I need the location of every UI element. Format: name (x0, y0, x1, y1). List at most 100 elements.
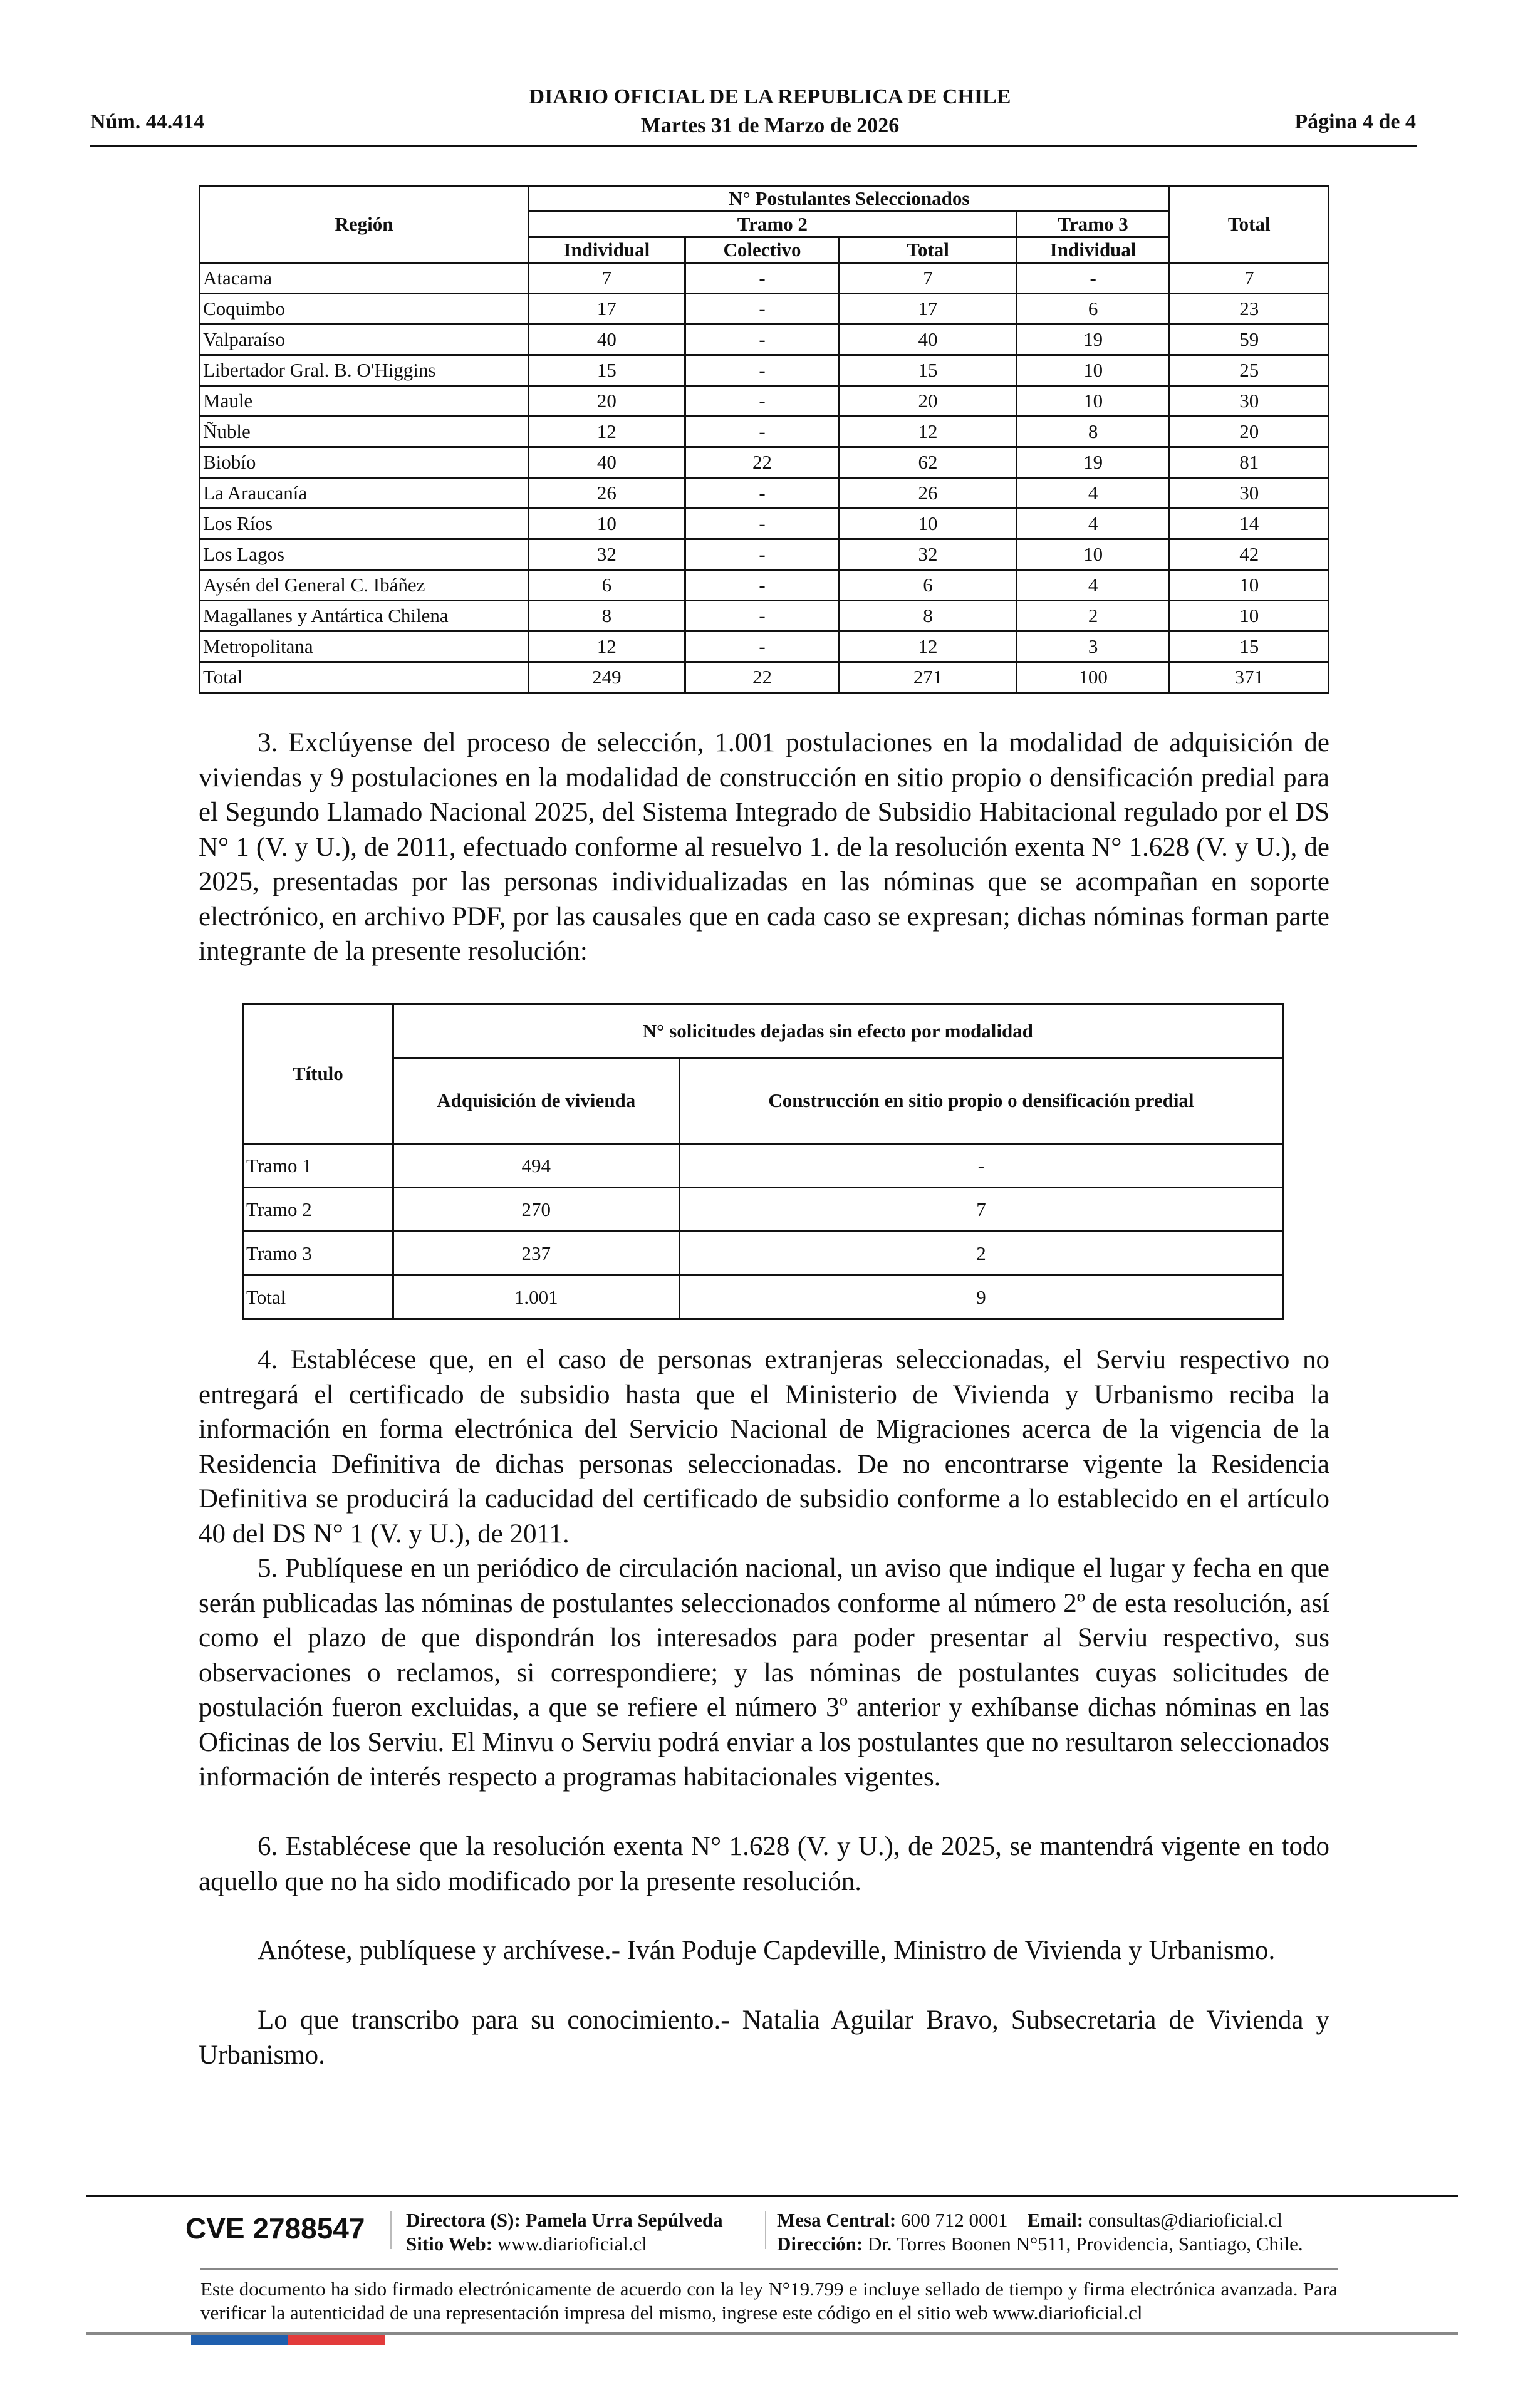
table-row: Aysén del General C. Ibáñez 6-6 4 10 (199, 569, 1329, 601)
cell-value: 12 (527, 630, 686, 663)
row-label: Atacama (199, 262, 529, 294)
director-name: Pamela Urra Sepúlveda (525, 2209, 723, 2231)
cell-value: 40 (838, 323, 1017, 356)
cell-value: 81 (1168, 446, 1329, 479)
cell-value: 15 (1168, 630, 1329, 663)
cell-value: 4 (1015, 477, 1171, 509)
cell-value: 30 (1168, 477, 1329, 509)
cell-value: - (678, 1143, 1284, 1188)
cell-value: 10 (527, 507, 686, 540)
footer-director-block: Directora (S): Pamela Urra Sepúlveda Sit… (406, 2208, 723, 2256)
cell-value: 20 (838, 385, 1017, 417)
cell-value: 22 (684, 446, 841, 479)
cell-value: 6 (527, 569, 686, 601)
row-label: Tramo 2 (242, 1187, 394, 1232)
table-row: Atacama 7-7-7 (199, 262, 1329, 294)
cell-value: 2 (678, 1230, 1284, 1276)
cell-value: 7 (527, 262, 686, 294)
cell-value: - (684, 323, 841, 356)
header-tramo2: Tramo 2 (527, 210, 1017, 238)
cell-value: - (684, 507, 841, 540)
footer-gray-rule (200, 2268, 1338, 2270)
cell-value: - (684, 293, 841, 325)
cell-value: 12 (527, 415, 686, 448)
cell-value: 10 (1015, 538, 1171, 571)
table-row: La Araucanía 26-26 4 30 (199, 477, 1329, 509)
signoff-minister: Anótese, publíquese y archívese.- Iván P… (258, 1936, 1276, 1965)
table-row: Metropolitana 12-12 3 15 (199, 630, 1329, 663)
table-row: Coquimbo 17-17 6 23 (199, 293, 1329, 325)
cell-value: 30 (1168, 385, 1329, 417)
footer-rule (86, 2195, 1458, 2197)
cell-value: 249 (527, 661, 686, 694)
table-row: Valparaíso 40-40 19 59 (199, 323, 1329, 356)
cell-value: 10 (838, 507, 1017, 540)
website-link[interactable]: www.diarioficial.cl (497, 2233, 647, 2255)
cell-value: 100 (1015, 661, 1171, 694)
table-row: Tramo 1 494- (242, 1143, 1284, 1188)
publication-title: DIARIO OFICIAL DE LA REPUBLICA DE CHILE (529, 85, 1011, 108)
row-label: Los Ríos (199, 507, 529, 540)
cell-value: 23 (1168, 293, 1329, 325)
signature-notice: Este documento ha sido firmado electróni… (200, 2278, 1338, 2324)
header-individual: Individual (527, 236, 686, 264)
table-row: Maule 20-20 10 30 (199, 385, 1329, 417)
address: Dr. Torres Boonen N°511, Providencia, Sa… (867, 2233, 1303, 2255)
email-link[interactable]: consultas@diarioficial.cl (1088, 2209, 1282, 2231)
paragraph-5: 5. Publíquese en un periódico de circula… (199, 1554, 1329, 1792)
director-label: Directora (S): (406, 2209, 521, 2231)
header-construccion: Construcción en sitio propio o densifica… (678, 1057, 1284, 1145)
cell-value: 15 (838, 354, 1017, 387)
header-group: N° Postulantes Seleccionados (527, 185, 1171, 212)
bottom-rule (86, 2332, 1458, 2335)
cell-value: - (684, 415, 841, 448)
cell-value: 20 (1168, 415, 1329, 448)
row-label: Biobío (199, 446, 529, 479)
cell-value: 40 (527, 323, 686, 356)
publication-date: Martes 31 de Marzo de 2026 (640, 114, 900, 137)
cell-value: 4 (1015, 569, 1171, 601)
row-label: Aysén del General C. Ibáñez (199, 569, 529, 601)
cell-value: 7 (1168, 262, 1329, 294)
issue-number: Núm. 44.414 (90, 110, 205, 133)
header-total: Total (1168, 185, 1329, 264)
row-label: Magallanes y Antártica Chilena (199, 600, 529, 632)
table-row: Tramo 2 270 7 (242, 1187, 1284, 1232)
header-titulo: Título (242, 1003, 394, 1145)
row-label: Metropolitana (199, 630, 529, 663)
excluded-applications-table: Título N° solicitudes dejadas sin efecto… (242, 1003, 1284, 1320)
cell-value: 17 (838, 293, 1017, 325)
cell-value: 1.001 (392, 1274, 680, 1320)
header-region: Región (199, 185, 529, 264)
paragraph-6: 6. Establécese que la resolución exenta … (199, 1832, 1329, 1896)
paragraph-4: 4. Establécese que, en el caso de person… (199, 1345, 1329, 1549)
cell-value: 62 (838, 446, 1017, 479)
table-row: Biobío 40 22 62 19 81 (199, 446, 1329, 479)
cell-value: 17 (527, 293, 686, 325)
header-individual-tramo3: Individual (1015, 236, 1171, 264)
table-row: Tramo 3 237 2 (242, 1230, 1284, 1276)
cell-value: 19 (1015, 323, 1171, 356)
cell-value: 12 (838, 415, 1017, 448)
cell-value: 7 (678, 1187, 1284, 1232)
cell-value: - (684, 385, 841, 417)
row-label: Tramo 3 (242, 1230, 394, 1276)
cell-value: 3 (1015, 630, 1171, 663)
cell-value: 6 (1015, 293, 1171, 325)
cell-value: - (1015, 262, 1171, 294)
cell-value: 25 (1168, 354, 1329, 387)
table-row: Total 1.001 9 (242, 1274, 1284, 1320)
cell-value: 271 (838, 661, 1017, 694)
cell-value: 10 (1015, 354, 1171, 387)
row-label: Los Lagos (199, 538, 529, 571)
cell-value: 9 (678, 1274, 1284, 1320)
cell-value: - (684, 477, 841, 509)
cell-value: 40 (527, 446, 686, 479)
cell-value: 237 (392, 1230, 680, 1276)
cell-value: 494 (392, 1143, 680, 1188)
cell-value: 22 (684, 661, 841, 694)
footer-divider (765, 2211, 766, 2249)
footer-divider (390, 2211, 392, 2249)
cell-value: 12 (838, 630, 1017, 663)
table-row: Los Lagos 32-32 10 42 (199, 538, 1329, 571)
